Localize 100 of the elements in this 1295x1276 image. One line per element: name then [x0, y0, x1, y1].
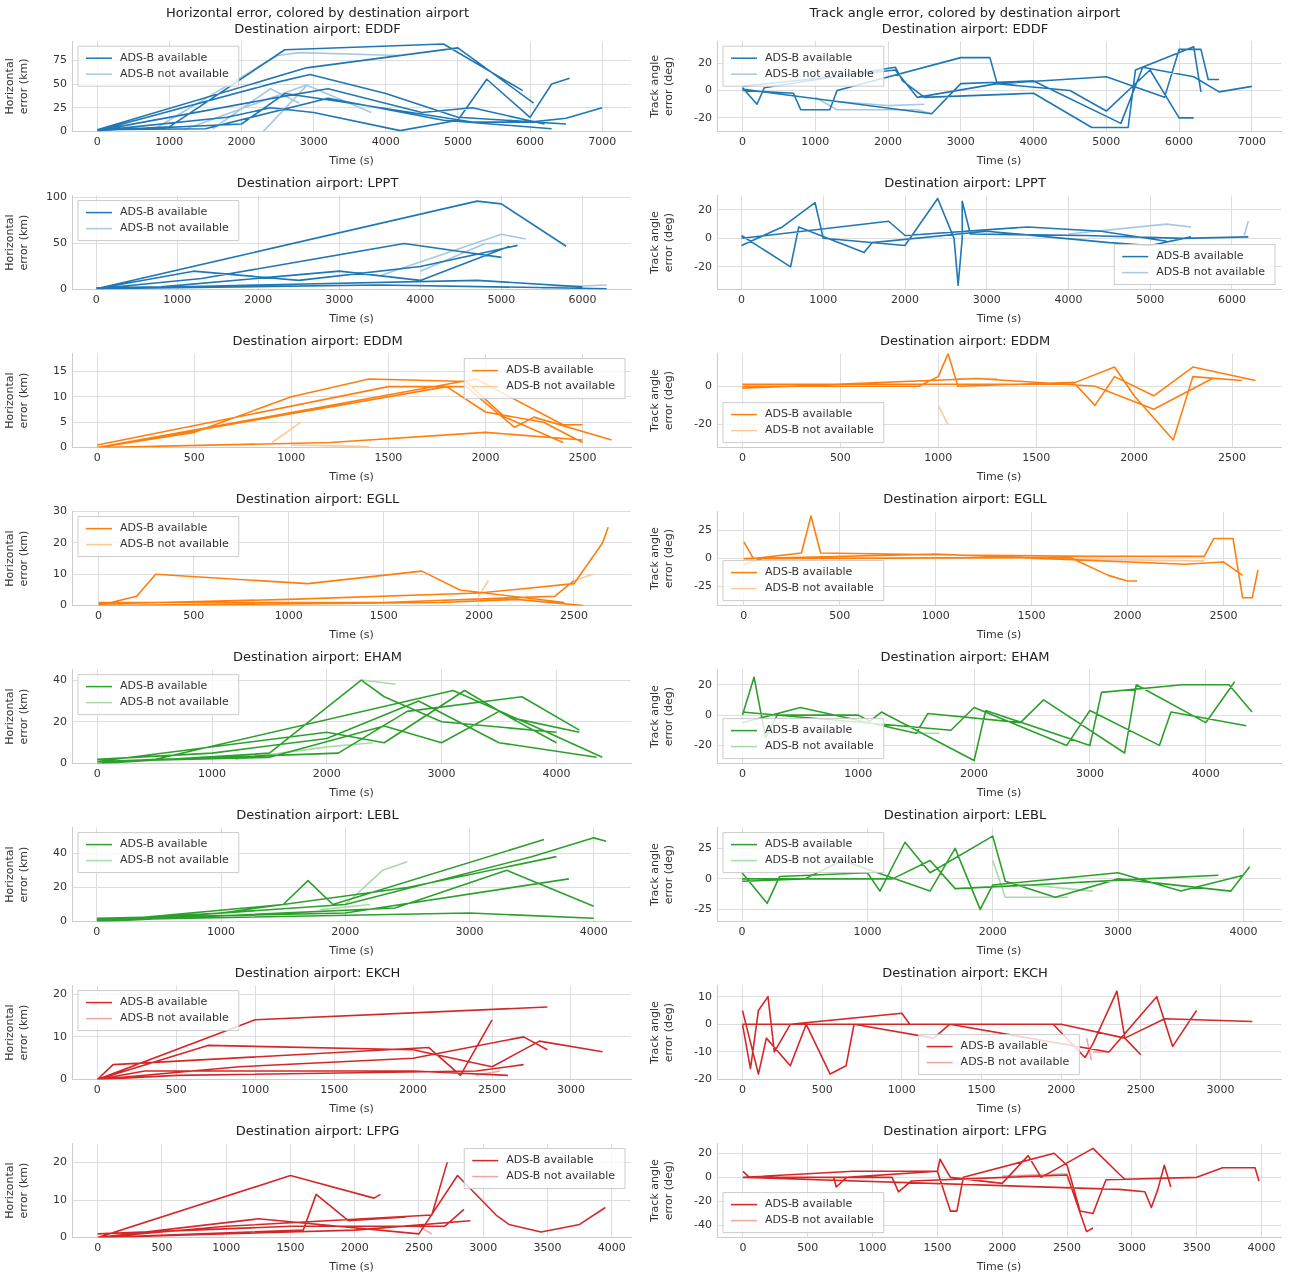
chart-title: Destination airport: LPPT — [884, 175, 1046, 191]
legend-label: ADS-B available — [120, 679, 208, 693]
x-tick-label: 6000 — [1165, 135, 1194, 149]
x-tick-label: 0 — [94, 1241, 102, 1255]
legend-label: ADS-B not available — [120, 221, 229, 235]
chart-title: Horizontal error, colored by destination airport — [166, 5, 469, 21]
x-tick-label: 1000 — [887, 1083, 916, 1097]
x-tick-label: 0 — [738, 135, 746, 149]
x-tick-label: 5000 — [487, 293, 516, 307]
y-tick-label: 40 — [53, 846, 67, 860]
legend-label: ADS-B available — [120, 205, 208, 219]
x-tick-label: 1000 — [274, 609, 303, 623]
x-tick-label: 3000 — [1075, 767, 1104, 781]
y-tick-label: 0 — [60, 282, 67, 296]
y-tick-label: -10 — [694, 1044, 712, 1058]
y-axis-title: Track angle error (deg) — [648, 842, 675, 908]
x-axis-title: Time (s) — [975, 1102, 1022, 1116]
x-tick-label: 1000 — [924, 451, 953, 465]
x-axis-title: Time (s) — [975, 470, 1022, 484]
y-axis-title: Horizontal error (km) — [3, 1162, 30, 1219]
x-tick-label: 500 — [829, 451, 851, 465]
chart-subtitle: Destination airport: EDDF — [234, 20, 401, 36]
y-axis-title: Track angle error (deg) — [648, 526, 675, 592]
legend-label: ADS-B not available — [765, 67, 874, 81]
y-tick-label: 50 — [53, 236, 67, 250]
x-axis-title: Time (s) — [328, 786, 374, 800]
x-tick-label: 4000 — [1191, 767, 1220, 781]
legend-label: ADS-B not available — [506, 379, 616, 393]
x-tick-label: 2000 — [1113, 609, 1142, 623]
x-tick-label: 1000 — [853, 925, 882, 939]
x-tick-label: 4000 — [579, 925, 608, 939]
chart-subtitle: Destination airport: EDDF — [881, 20, 1049, 36]
x-tick-label: 3000 — [427, 767, 456, 781]
x-tick-label: 6000 — [568, 293, 597, 307]
x-tick-label: 0 — [738, 767, 746, 781]
x-tick-label: 4000 — [597, 1241, 626, 1255]
y-tick-label: 20 — [53, 880, 67, 894]
x-tick-label: 1500 — [374, 451, 403, 465]
legend-label: ADS-B available — [506, 363, 594, 377]
x-axis-title: Time (s) — [328, 470, 374, 484]
x-tick-label: 0 — [738, 451, 746, 465]
x-tick-label: 2000 — [978, 925, 1007, 939]
x-tick-label: 3500 — [533, 1241, 562, 1255]
legend-label: ADS-B available — [765, 1197, 853, 1211]
legend-label: ADS-B not available — [765, 1213, 874, 1227]
y-tick-label: 0 — [60, 914, 67, 928]
y-axis-title: Track angle error (deg) — [648, 54, 675, 119]
x-tick-label: 1000 — [801, 135, 830, 149]
x-tick-label: 500 — [151, 1241, 173, 1255]
x-tick-label: 2500 — [1126, 1083, 1155, 1097]
legend-label: ADS-B available — [1156, 249, 1244, 263]
chart-title: Destination airport: EGLL — [883, 491, 1048, 507]
legend-label: ADS-B not available — [120, 537, 229, 551]
x-tick-label: 4000 — [1019, 135, 1048, 149]
x-tick-label: 3000 — [972, 293, 1001, 307]
x-tick-label: 1500 — [923, 1241, 952, 1255]
x-tick-label: 0 — [93, 451, 101, 465]
y-tick-label: -20 — [694, 417, 712, 431]
legend-label: ADS-B not available — [120, 1011, 229, 1025]
y-tick-label: 75 — [53, 53, 67, 67]
legend-label: ADS-B available — [120, 521, 208, 535]
y-axis-title: Horizontal error (km) — [3, 372, 30, 429]
legend-label: ADS-B available — [506, 1153, 594, 1167]
y-tick-label: 20 — [53, 1155, 67, 1169]
y-tick-label: 10 — [698, 989, 712, 1003]
x-axis-title: Time (s) — [328, 154, 374, 168]
chart-title: Destination airport: LEBL — [883, 807, 1047, 823]
y-axis-title: Horizontal error (km) — [3, 846, 30, 903]
x-tick-label: 0 — [93, 1083, 101, 1097]
x-tick-label: 7000 — [588, 135, 617, 149]
x-tick-label: 5000 — [1092, 135, 1121, 149]
y-tick-label: 0 — [705, 231, 712, 245]
x-tick-label: 3000 — [1104, 925, 1133, 939]
x-axis-title: Time (s) — [975, 628, 1022, 642]
y-axis-title: Track angle error (deg) — [648, 1000, 675, 1066]
x-tick-label: 0 — [93, 925, 101, 939]
x-tick-label: 0 — [739, 1241, 747, 1255]
x-tick-label: 3000 — [325, 293, 354, 307]
y-tick-label: 0 — [60, 598, 67, 612]
x-tick-label: 1000 — [207, 925, 236, 939]
x-axis-title: Time (s) — [328, 628, 374, 642]
y-tick-label: 20 — [53, 987, 67, 1000]
x-tick-label: 2500 — [404, 1241, 433, 1255]
x-axis-title: Time (s) — [328, 1102, 374, 1116]
y-tick-label: 30 — [53, 504, 67, 518]
legend-label: ADS-B not available — [120, 695, 229, 709]
legend-label: ADS-B not available — [120, 67, 229, 81]
y-tick-label: 15 — [53, 364, 67, 378]
y-tick-label: 100 — [46, 190, 67, 204]
x-tick-label: 1000 — [809, 293, 838, 307]
y-tick-label: -20 — [694, 738, 712, 752]
x-tick-label: 0 — [93, 767, 101, 781]
y-tick-label: 0 — [60, 1072, 67, 1086]
chart-title: Destination airport: EHAM — [880, 649, 1050, 665]
legend-label: ADS-B not available — [960, 1055, 1070, 1069]
chart-title: Destination airport: EGLL — [235, 491, 401, 507]
x-tick-label: 4000 — [1247, 1241, 1276, 1255]
y-tick-label: 10 — [53, 567, 67, 581]
chart-title: Track angle error, colored by destination airport — [808, 5, 1121, 21]
x-tick-label: 1000 — [844, 767, 873, 781]
